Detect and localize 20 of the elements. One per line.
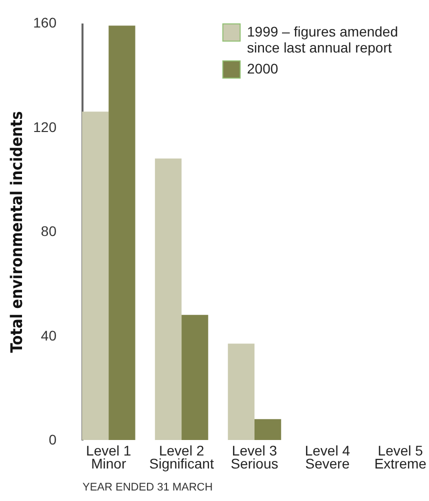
- y-tick-label: 120: [33, 118, 57, 135]
- bar: [228, 344, 254, 440]
- bar: [182, 314, 208, 440]
- y-tick-label: 40: [40, 327, 57, 344]
- x-tick-label: Level 4 Severe: [304, 442, 350, 472]
- legend-label: 1999 – figures amended since last annual report: [247, 24, 398, 56]
- legend-label: 2000: [247, 60, 278, 76]
- bar: [108, 26, 136, 440]
- y-tick-label: 80: [40, 223, 57, 239]
- x-tick-label: Level 3 Serious: [230, 442, 278, 472]
- x-tick-label: Level 2 Significant: [149, 442, 214, 472]
- y-tick-label: 0: [48, 432, 57, 448]
- bar: [82, 112, 109, 440]
- y-tick-label: 160: [33, 14, 57, 30]
- x-axis-title: YEAR ENDED 31 MARCH: [82, 482, 213, 494]
- x-tick-label: Level 1 Minor: [86, 442, 132, 472]
- y-axis-title: Total environmental incidents: [7, 111, 26, 353]
- x-tick-label: Level 5 Extreme: [374, 442, 427, 472]
- bar: [254, 419, 282, 440]
- bar: [154, 158, 182, 440]
